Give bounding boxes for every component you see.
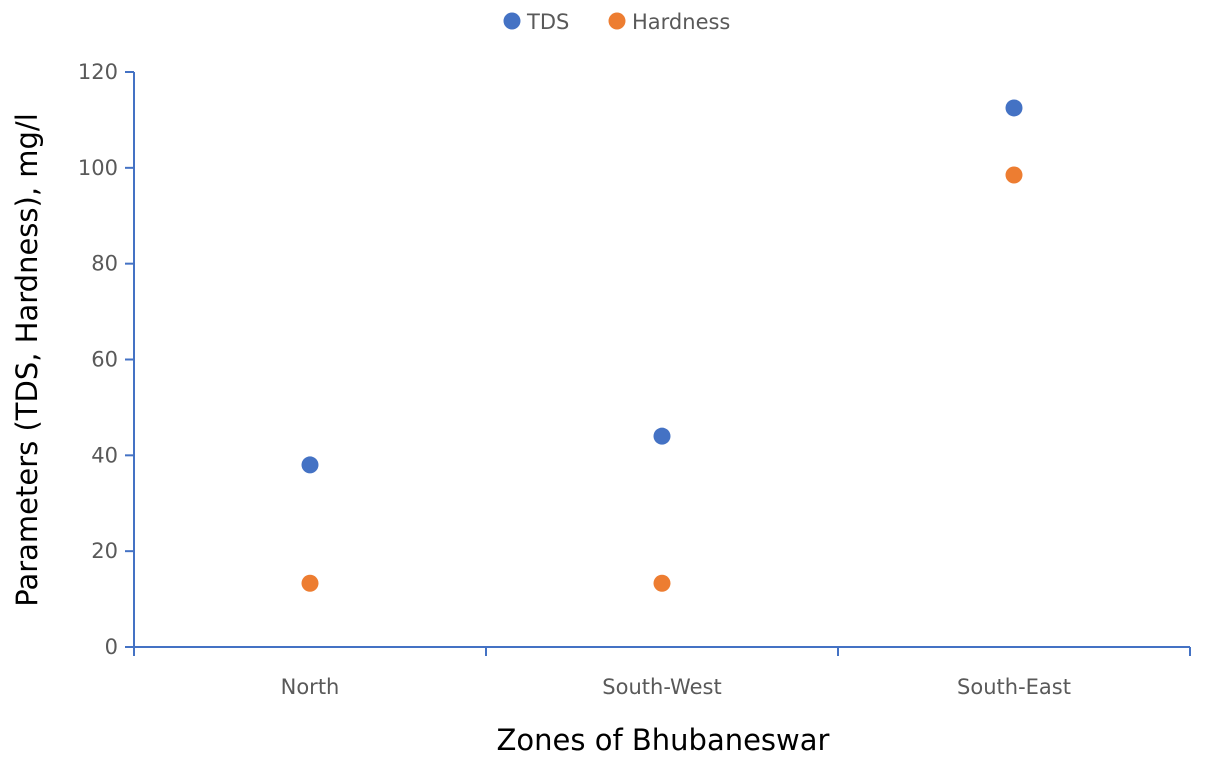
x-tick-label: North — [281, 675, 340, 699]
y-tick-label: 20 — [91, 539, 118, 563]
x-tick-label: South-East — [957, 675, 1071, 699]
data-point-tds — [1005, 99, 1023, 117]
data-point-tds — [653, 427, 671, 445]
legend-marker-hardness — [608, 12, 626, 30]
y-axis-title: Parameters (TDS, Hardness), mg/l — [10, 113, 44, 606]
data-points — [301, 99, 1023, 592]
legend-label-tds: TDS — [526, 10, 569, 34]
legend-marker-tds — [503, 12, 521, 30]
y-tick-label: 80 — [91, 252, 118, 276]
data-point-hardness — [301, 574, 319, 592]
y-tick-label: 100 — [78, 156, 118, 180]
x-axis: North South-West South-East — [133, 646, 1191, 699]
legend-label-hardness: Hardness — [632, 10, 730, 34]
y-tick-label: 0 — [105, 635, 118, 659]
y-axis: 0 20 40 60 80 100 120 — [78, 60, 135, 659]
data-point-tds — [301, 456, 319, 474]
x-axis-title: Zones of Bhubaneswar — [497, 723, 830, 757]
data-point-hardness — [653, 574, 671, 592]
y-tick-label: 120 — [78, 60, 118, 84]
y-tick-label: 60 — [91, 348, 118, 372]
data-point-hardness — [1005, 166, 1023, 184]
x-tick-label: South-West — [602, 675, 721, 699]
y-tick-label: 40 — [91, 443, 118, 467]
legend: TDS Hardness — [503, 10, 730, 34]
